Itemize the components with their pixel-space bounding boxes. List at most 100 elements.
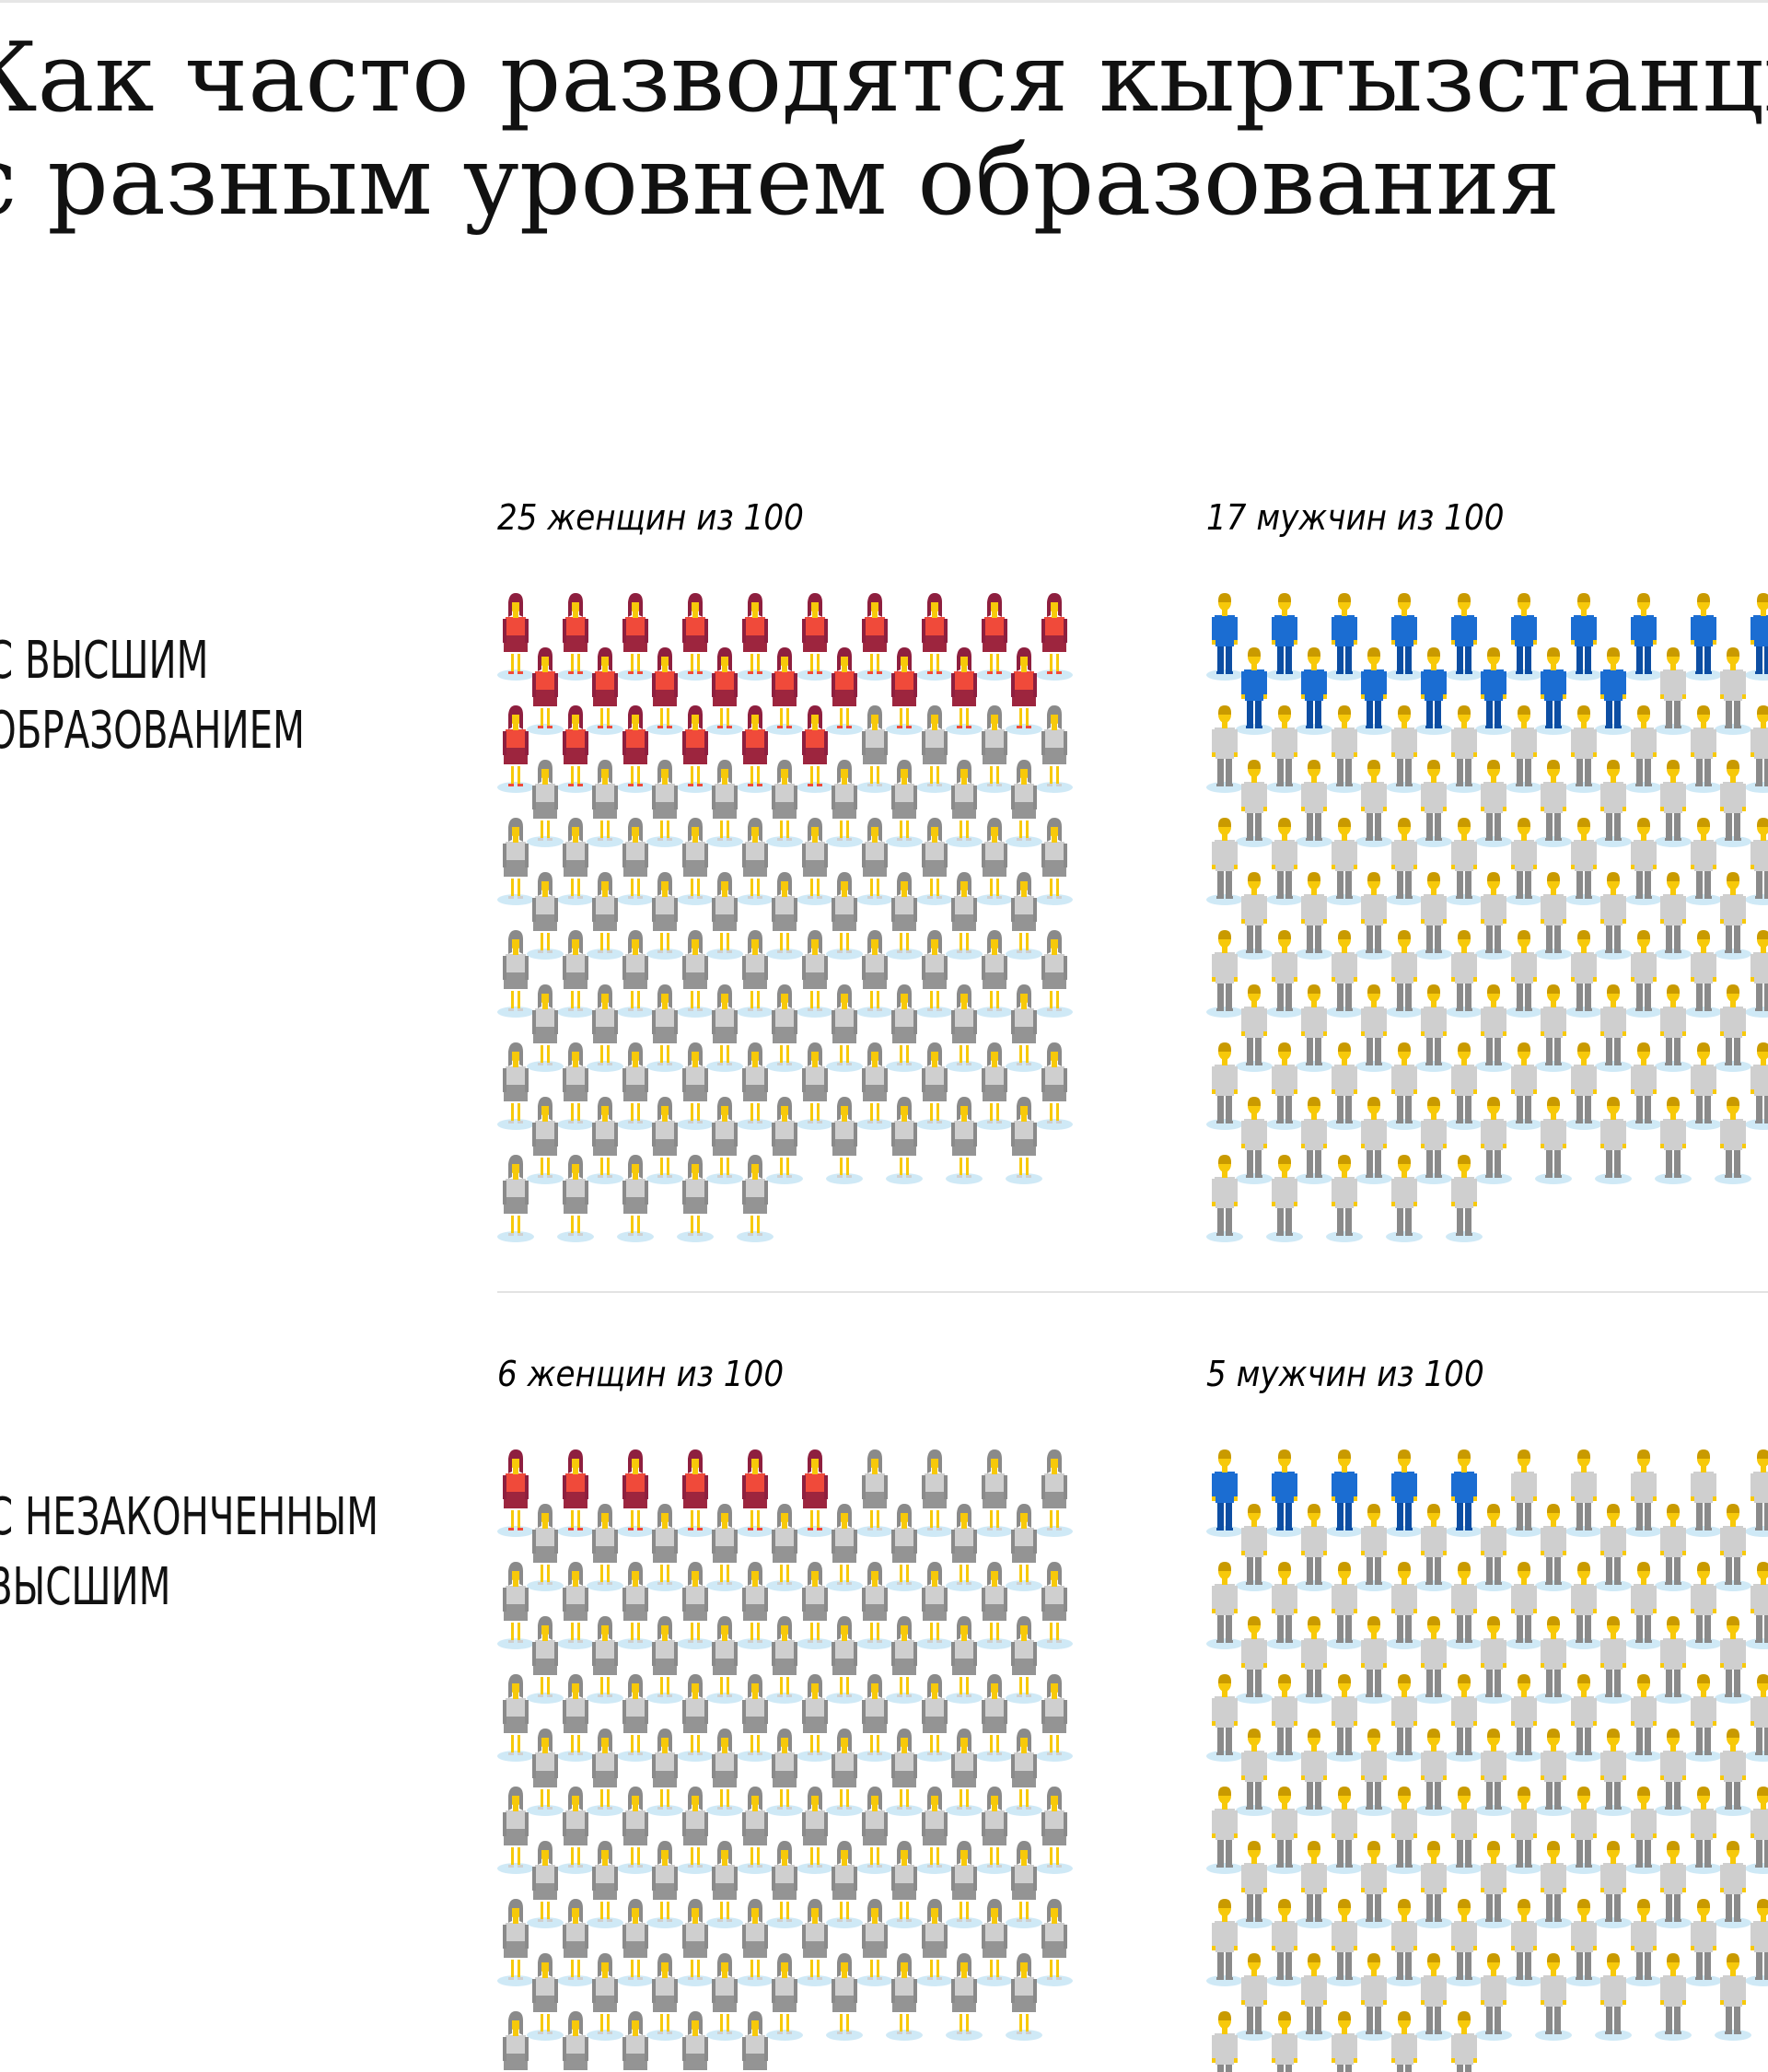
woman-icon-other — [916, 1899, 953, 1986]
man-icon-other — [1236, 1953, 1273, 2041]
man-icon-other — [1475, 1616, 1512, 1704]
woman-icon-other — [527, 984, 564, 1072]
man-icon-other — [1415, 1097, 1452, 1184]
woman-icon-other — [766, 1504, 803, 1591]
woman-icon-other — [706, 1729, 743, 1816]
woman-icon-other — [1006, 984, 1042, 1072]
man-icon-divorced — [1595, 647, 1632, 735]
woman-icon-other — [797, 930, 833, 1018]
man-icon-other — [1625, 930, 1662, 1018]
man-icon-divorced — [1326, 593, 1363, 681]
woman-icon-other — [797, 1899, 833, 1986]
woman-icon-other — [677, 1155, 714, 1242]
man-icon-other — [1745, 930, 1768, 1018]
woman-icon-divorced — [677, 705, 714, 793]
man-icon-other — [1685, 1562, 1722, 1649]
woman-icon-other — [527, 1097, 564, 1184]
man-icon-divorced — [1565, 593, 1602, 681]
man-icon-other — [1685, 1042, 1722, 1130]
man-icon-other — [1715, 872, 1751, 960]
woman-icon-other — [916, 818, 953, 905]
man-icon-other — [1475, 1841, 1512, 1928]
woman-icon-other — [766, 1953, 803, 2041]
man-icon-other — [1446, 1787, 1483, 1874]
woman-icon-other — [826, 1097, 863, 1184]
woman-icon-other — [766, 1841, 803, 1928]
man-icon-other — [1655, 1841, 1692, 1928]
man-icon-other — [1535, 1729, 1572, 1816]
man-icon-other — [1655, 1616, 1692, 1704]
woman-icon-other — [976, 1899, 1013, 1986]
man-icon-other — [1535, 1953, 1572, 2041]
woman-icon-other — [737, 1562, 774, 1649]
woman-icon-other — [797, 818, 833, 905]
woman-icon-other — [497, 930, 534, 1018]
woman-icon-other — [1006, 1953, 1042, 2041]
woman-icon-other — [886, 1729, 923, 1816]
man-icon-other — [1415, 984, 1452, 1072]
woman-icon-other — [766, 1616, 803, 1704]
man-icon-other — [1565, 1449, 1602, 1537]
man-icon-other — [1446, 818, 1483, 905]
man-icon-divorced — [1296, 647, 1332, 735]
woman-icon-other — [976, 930, 1013, 1018]
woman-icon-divorced — [557, 705, 594, 793]
woman-icon-other — [677, 1562, 714, 1649]
man-icon-other — [1326, 1674, 1363, 1762]
man-icon-other — [1715, 1504, 1751, 1591]
man-icon-other — [1625, 1562, 1662, 1649]
man-icon-other — [1506, 705, 1542, 793]
woman-icon-other — [1036, 1562, 1073, 1649]
group-label-men-incomplete: 5 мужчин из 100 — [1206, 1354, 1484, 1394]
man-icon-other — [1745, 705, 1768, 793]
man-icon-other — [1625, 1899, 1662, 1986]
man-icon-other — [1355, 1504, 1392, 1591]
man-icon-other — [1506, 1562, 1542, 1649]
man-icon-other — [1625, 1674, 1662, 1762]
man-icon-other — [1535, 872, 1572, 960]
man-icon-other — [1595, 760, 1632, 847]
woman-icon-other — [886, 760, 923, 847]
woman-icon-other — [916, 1449, 953, 1537]
man-icon-other — [1266, 1155, 1303, 1242]
row-label-line: с высшим — [0, 631, 209, 691]
man-icon-other — [1446, 1042, 1483, 1130]
woman-icon-other — [1036, 1674, 1073, 1762]
woman-icon-other — [1036, 1899, 1073, 1986]
woman-icon-other — [497, 1562, 534, 1649]
woman-icon-other — [856, 1787, 893, 1874]
man-icon-other — [1565, 705, 1602, 793]
woman-icon-other — [617, 1155, 654, 1242]
man-icon-divorced — [1535, 647, 1572, 735]
pictogram-women-higher — [497, 593, 1073, 1242]
man-icon-other — [1595, 1504, 1632, 1591]
man-icon-other — [1506, 1899, 1542, 1986]
man-icon-other — [1326, 705, 1363, 793]
man-icon-other — [1272, 2011, 1297, 2072]
woman-icon-other — [916, 1042, 953, 1130]
woman-icon-other — [706, 760, 743, 847]
woman-icon-other — [856, 1674, 893, 1762]
man-icon-other — [1535, 984, 1572, 1072]
man-icon-other — [1685, 1899, 1722, 1986]
woman-icon-other — [587, 984, 623, 1072]
woman-icon-other — [527, 1616, 564, 1704]
woman-icon-other — [706, 1616, 743, 1704]
man-icon-divorced — [1386, 593, 1423, 681]
man-icon-other — [1745, 1899, 1768, 1986]
woman-icon-other — [826, 760, 863, 847]
woman-icon-other — [742, 2011, 768, 2070]
man-icon-other — [1595, 1616, 1632, 1704]
woman-icon-divorced — [797, 705, 833, 793]
man-icon-other — [1715, 1616, 1751, 1704]
woman-icon-other — [826, 1616, 863, 1704]
man-icon-other — [1506, 818, 1542, 905]
woman-icon-divorced — [797, 1449, 833, 1537]
woman-icon-other — [677, 930, 714, 1018]
page-title: Как часто разводятся кыргызстанцы с разн… — [0, 26, 1768, 232]
woman-icon-other — [886, 872, 923, 960]
man-icon-other — [1296, 1729, 1332, 1816]
woman-icon-divorced — [617, 705, 654, 793]
man-icon-other — [1386, 1155, 1423, 1242]
woman-icon-other — [826, 1953, 863, 2041]
